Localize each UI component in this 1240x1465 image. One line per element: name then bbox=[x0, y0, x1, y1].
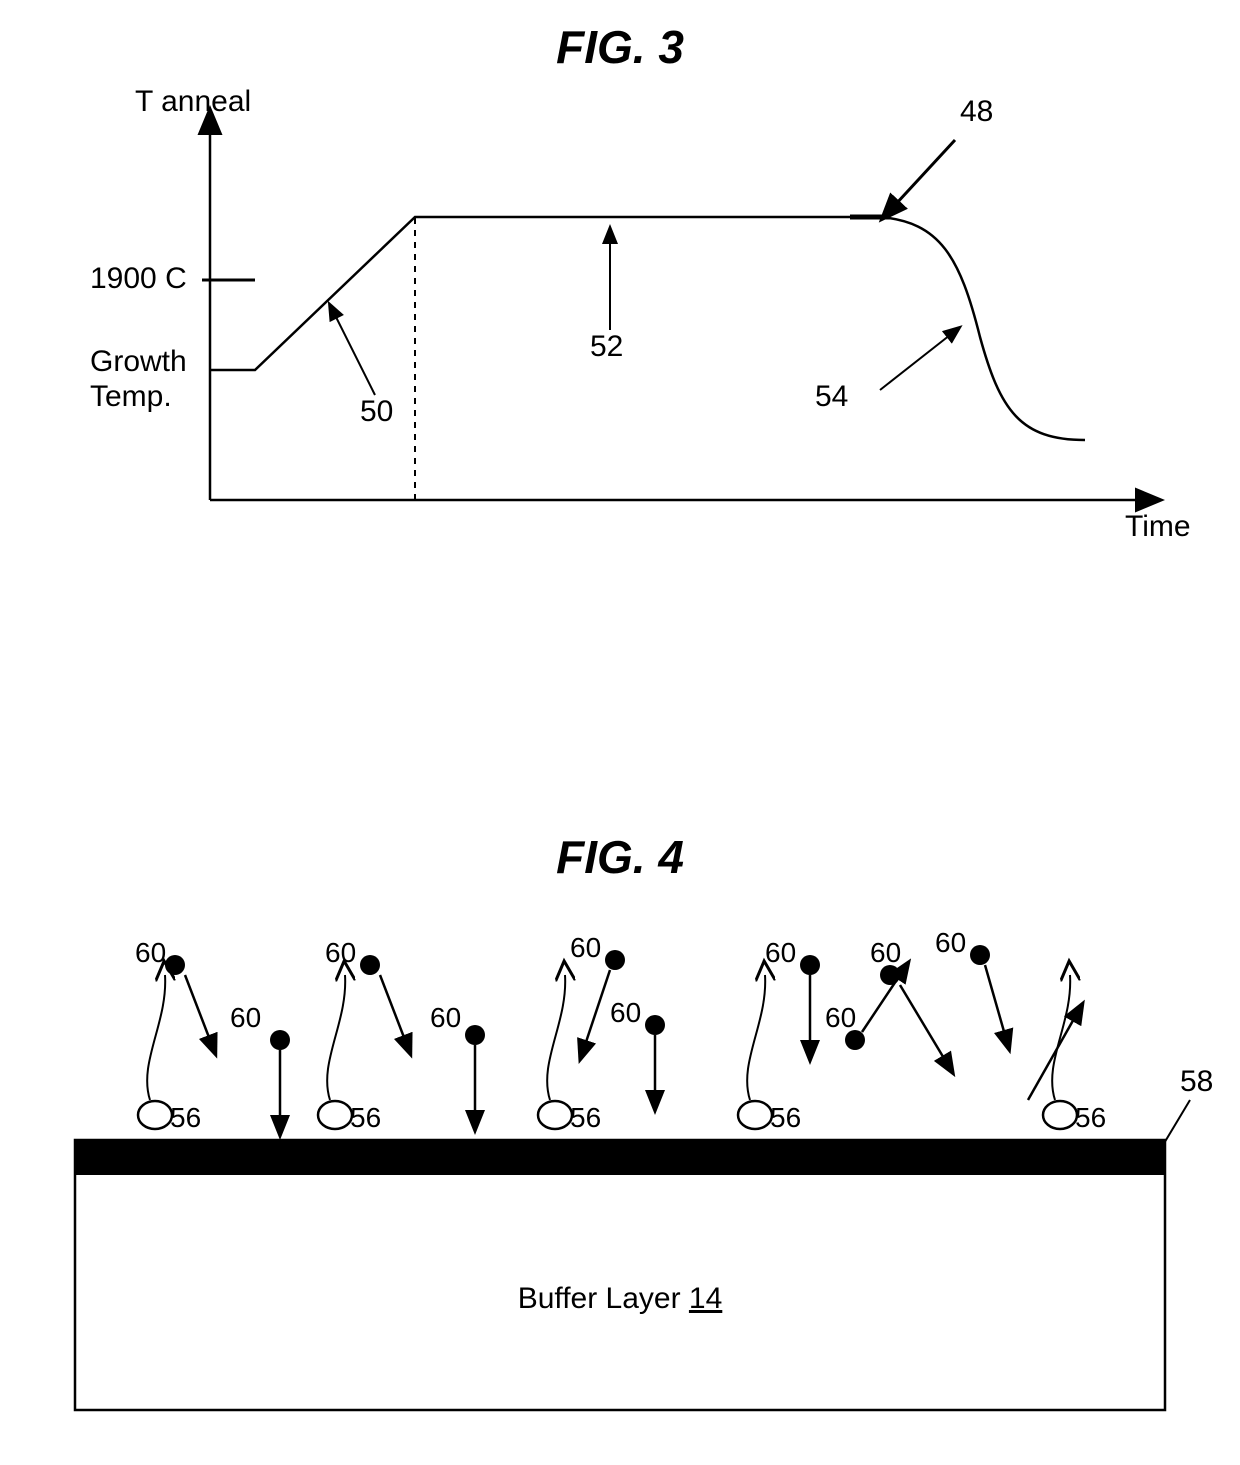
svg-text:56: 56 bbox=[570, 1102, 601, 1133]
svg-text:56: 56 bbox=[350, 1102, 381, 1133]
svg-text:56: 56 bbox=[770, 1102, 801, 1133]
svg-text:60: 60 bbox=[935, 927, 966, 958]
buffer-layer-label: Buffer Layer 14 bbox=[0, 1282, 1240, 1316]
svg-text:60: 60 bbox=[570, 932, 601, 963]
svg-text:60: 60 bbox=[765, 937, 796, 968]
svg-text:60: 60 bbox=[325, 937, 356, 968]
svg-text:56: 56 bbox=[1075, 1102, 1106, 1133]
svg-text:60: 60 bbox=[430, 1002, 461, 1033]
svg-text:60: 60 bbox=[135, 937, 166, 968]
svg-text:60: 60 bbox=[825, 1002, 856, 1033]
fig4-diagram: 56 56 56 56 56 60 60 60 60 60 60 60 60 60 60 bbox=[0, 0, 1240, 1465]
svg-text:60: 60 bbox=[610, 997, 641, 1028]
ref-58: 58 bbox=[1180, 1065, 1213, 1099]
svg-text:60: 60 bbox=[230, 1002, 261, 1033]
svg-text:56: 56 bbox=[170, 1102, 201, 1133]
svg-text:60: 60 bbox=[870, 937, 901, 968]
